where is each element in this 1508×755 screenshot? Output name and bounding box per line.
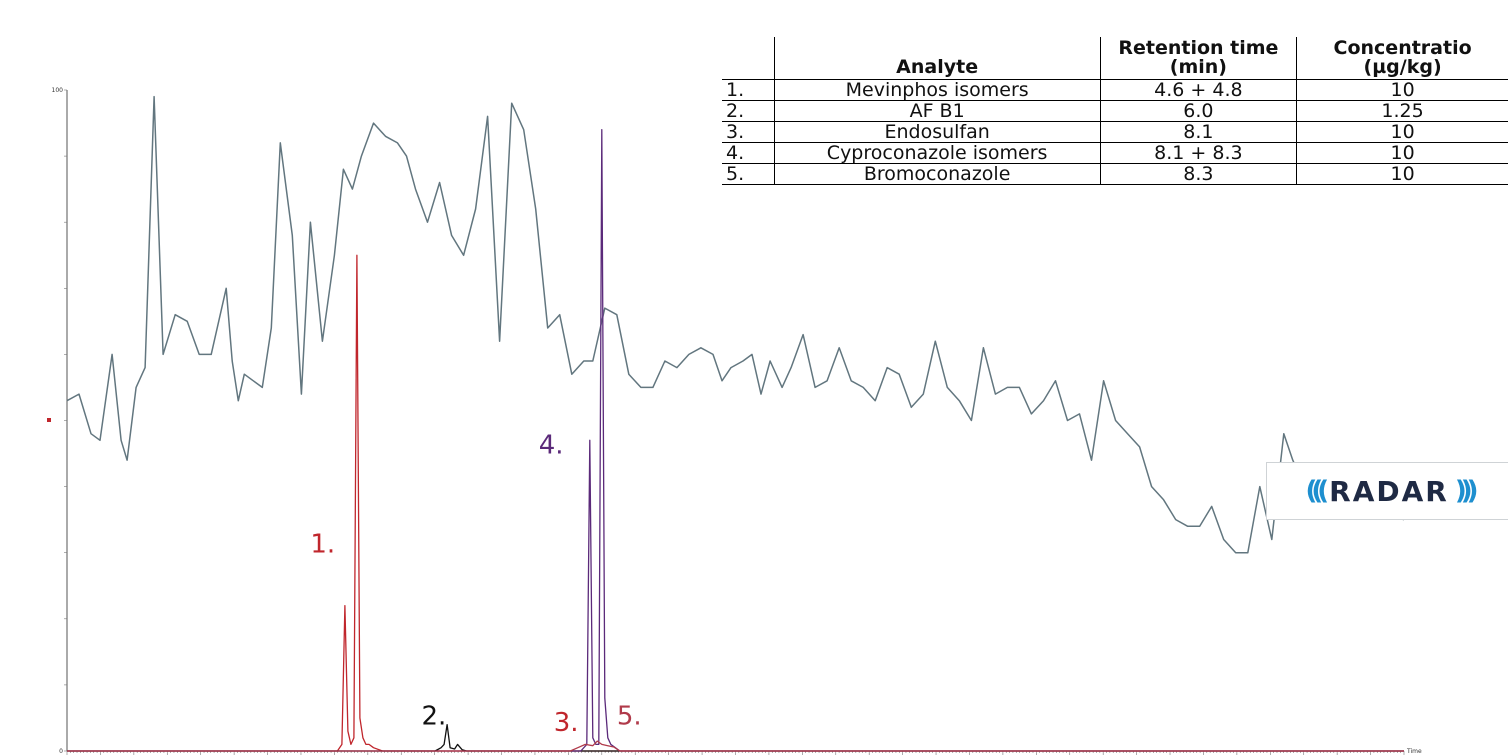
table-body: 1. Mevinphos isomers 4.6 + 4.8 10 2. AF B1 6.0…: [722, 79, 1508, 185]
table-cell: 1.25: [1296, 100, 1508, 122]
table-cell: Endosulfan: [773, 121, 1101, 143]
table-cell: 10: [1296, 121, 1508, 143]
table-cell: 8.1: [1099, 121, 1297, 143]
radar-wave-right-icon: ))): [1454, 476, 1479, 506]
table-cell: 8.3: [1099, 163, 1297, 185]
peak-label-2: 2.: [422, 702, 447, 732]
concentration-header-text: Concentratio (µg/kg): [1303, 39, 1502, 77]
table-row: 3. Endosulfan 8.1 10: [722, 121, 1508, 143]
y-tick-label: 0: [59, 748, 63, 755]
series-line-2: [67, 254, 1404, 752]
radar-logo: ((( RADAR ))): [1266, 462, 1508, 520]
table-row: 2. AF B1 6.0 1.25: [722, 100, 1508, 122]
radar-logo-text: RADAR: [1329, 474, 1449, 508]
series-line-5: [67, 740, 1404, 752]
table-header-analyte: Analyte: [773, 37, 1101, 80]
chart-axes: 0 100 Time: [47, 87, 1422, 755]
retention-header-text-line1: Retention time: [1118, 37, 1279, 59]
table-row: 4. Cyproconazole isomers 8.1 + 8.3 10: [722, 142, 1508, 164]
table-cell: 1.: [722, 79, 775, 101]
peak-label-4: 4.: [539, 431, 564, 461]
table-cell: AF B1: [773, 100, 1101, 122]
radar-wave-left-icon: (((: [1305, 476, 1329, 506]
series-line-4: [67, 129, 1404, 752]
peak-label-5: 5.: [617, 702, 642, 732]
table-cell: Cyproconazole isomers: [773, 142, 1101, 164]
table-cell: 6.0: [1099, 100, 1297, 122]
analyte-table: Analyte Retention time (min) Concentratio…: [722, 37, 1508, 185]
table-cell: 4.: [722, 142, 775, 164]
concentration-header-text-line2: (µg/kg): [1363, 56, 1442, 78]
table-cell: 8.1 + 8.3: [1099, 142, 1297, 164]
table-header-row: Analyte Retention time (min) Concentratio…: [722, 37, 1508, 80]
table-cell: Mevinphos isomers: [773, 79, 1101, 101]
table-cell: 2.: [722, 100, 775, 122]
table-header-concentration: Concentratio (µg/kg): [1296, 37, 1508, 80]
chart-series-layer: [66, 95, 1405, 752]
table-cell: Bromoconazole: [773, 163, 1101, 185]
concentration-header-text-line1: Concentratio: [1333, 37, 1472, 59]
table-header-retention: Retention time (min): [1099, 37, 1297, 80]
series-line-3: [67, 723, 1404, 752]
peak-label-1: 1.: [310, 530, 335, 560]
table-cell: 10: [1296, 142, 1508, 164]
table-cell: 10: [1296, 163, 1508, 185]
x-axis-label: Time: [1406, 748, 1422, 755]
table-header-index: [722, 37, 775, 80]
y-tick-label: 100: [52, 87, 64, 94]
table-row: 5. Bromoconazole 8.3 10: [722, 163, 1508, 185]
peak-label-3: 3.: [554, 708, 579, 738]
table-cell: 5.: [722, 163, 775, 185]
table-cell: 4.6 + 4.8: [1099, 79, 1297, 101]
table-cell: 10: [1296, 79, 1508, 101]
series-line-1: [66, 95, 1405, 554]
y-axis-marker: [47, 418, 51, 422]
chart-annotations: 1. 2. 3. 4. 5.: [310, 431, 641, 739]
retention-header-text-line2: (min): [1169, 56, 1227, 78]
table-row: 1. Mevinphos isomers 4.6 + 4.8 10: [722, 79, 1508, 101]
table-cell: 3.: [722, 121, 775, 143]
retention-header-text: Retention time (min): [1107, 39, 1291, 77]
